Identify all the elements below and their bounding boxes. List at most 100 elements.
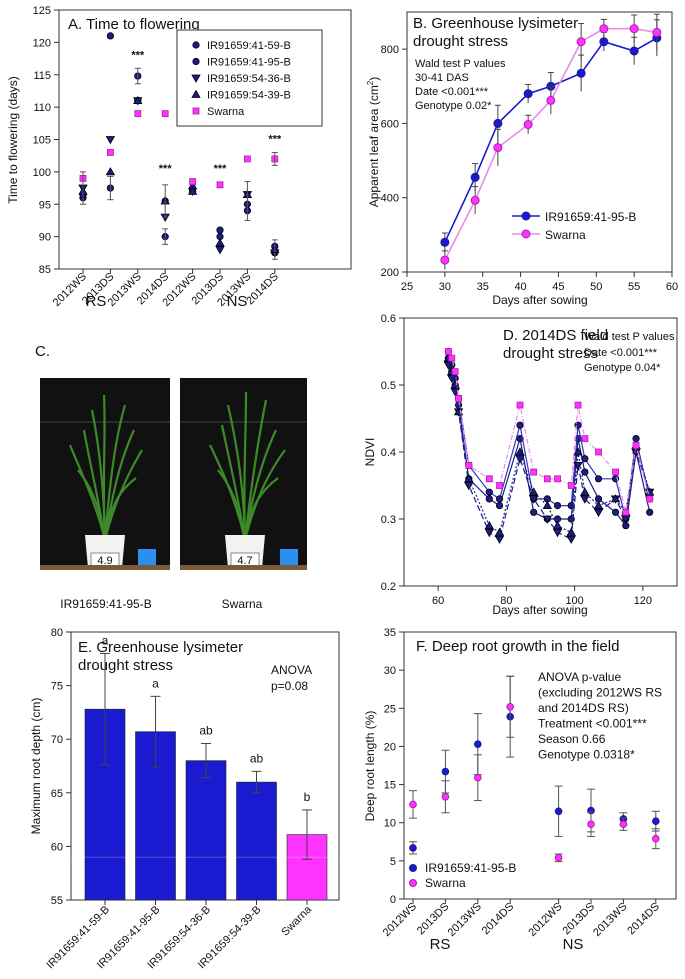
panel-f-ytick-label: 0: [390, 894, 396, 906]
panel-f-point-swarna: [409, 800, 417, 809]
panel-d-point: [567, 482, 575, 489]
panel-e-bar: [236, 781, 277, 901]
panel-f-legend-marker-ir: [409, 864, 417, 872]
panel-b-point-ir: [576, 68, 586, 78]
panel-f-point-ir: [441, 767, 450, 776]
panel-d-xtick-label: 60: [432, 595, 444, 607]
panel-a-point: [216, 181, 224, 189]
panel-b-point-ir: [523, 89, 533, 99]
panel-f-point-ir: [409, 844, 417, 852]
panel-d-point: [485, 475, 493, 483]
panel-d-point: [554, 475, 561, 483]
panel-e-bar: [185, 760, 227, 901]
panel-f-point-swarna: [619, 820, 628, 829]
panel-a-group-rs: RS: [86, 293, 107, 310]
color-marker-square: [280, 549, 298, 567]
panel-a-point: [161, 110, 169, 117]
panel-f-stats-line: ANOVA p-value: [538, 670, 621, 684]
panel-a-ytick-label: 110: [33, 102, 51, 114]
panel-b-point-swarna: [652, 27, 662, 37]
panel-a-point: [133, 95, 143, 105]
panel-b-point-ir: [493, 118, 503, 128]
panel-f-ytick-label: 5: [390, 856, 396, 868]
panel-d-point: [543, 475, 551, 483]
panel-f-legend-marker-swarna: [409, 879, 417, 887]
panel-d-xtick-label: 80: [500, 595, 512, 607]
panel-d-point: [494, 527, 505, 536]
panel-f-ylabel: Deep root length (%): [363, 711, 377, 822]
panel-b-title-line1: B. Greenhouse lysimeter: [413, 15, 578, 32]
panel-b-point-swarna: [546, 95, 556, 105]
panel-f-group-rs: RS: [430, 936, 451, 953]
panel-b-point-swarna: [629, 24, 639, 34]
panel-d-point: [495, 495, 504, 503]
panel-f-chart: F. Deep root growth in the field Deep ro…: [363, 627, 677, 953]
panel-a-legend-marker: [191, 89, 201, 98]
panel-a-point: [189, 178, 197, 185]
panel-f-point-swarna: [474, 773, 482, 782]
panel-b-xtick-label: 35: [477, 281, 489, 293]
panel-a-legend-label: IR91659:41-95-B: [207, 57, 291, 69]
panel-d-xtick-label: 100: [565, 595, 583, 607]
panel-f-xtick-label: 2012WS: [526, 901, 564, 939]
panel-a-legend-marker: [192, 57, 200, 66]
panel-a-ytick-label: 120: [33, 37, 51, 49]
panel-a-legend-label: Swarna: [207, 106, 245, 118]
panel-b-point-swarna: [599, 24, 609, 34]
panel-d-point: [495, 501, 504, 510]
panel-d-point: [580, 495, 590, 504]
panel-b-point-swarna: [440, 255, 450, 265]
panel-a-legend-label: IR91659:41-59-B: [207, 40, 291, 52]
panel-b-xtick-label: 30: [439, 281, 451, 293]
panel-f-stats-line: Genotype 0.0318*: [538, 748, 635, 762]
panel-d-point: [566, 535, 576, 544]
photo-bench: [40, 565, 170, 570]
panel-a-point: [215, 238, 225, 247]
panel-a-significance: ***: [131, 50, 145, 62]
photo-bench: [180, 565, 307, 570]
panel-d-point: [573, 447, 583, 456]
panel-b-xtick-label: 60: [666, 281, 678, 293]
panel-b-frame: [406, 11, 673, 273]
panel-e-ylabel: Maximum root depth (cm): [29, 698, 43, 835]
panel-a-significance: ***: [268, 134, 282, 146]
panel-a-group-ns: NS: [227, 293, 248, 310]
panel-d-point: [485, 495, 493, 503]
panel-e-significance-letter: b: [304, 790, 311, 804]
panel-b-stats-line: 30-41 DAS: [415, 72, 469, 84]
panel-f-xtick-label: 2012WS: [381, 901, 419, 939]
panel-a-legend-marker: [191, 74, 201, 83]
plant-photo-ir91659: 4.9: [40, 378, 170, 570]
panel-a-legend-label: IR91659:54-39-B: [207, 90, 291, 102]
panel-b-xtick-label: 55: [628, 281, 640, 293]
panel-f-xtick-label: 2013WS: [446, 901, 484, 939]
panel-a-significance: ***: [159, 163, 173, 175]
panel-a-legend-marker: [192, 107, 200, 115]
panel-d-stats-line: Date <0.001***: [584, 347, 658, 359]
panel-f-point-ir: [474, 740, 482, 748]
panel-d-ylabel: NDVI: [363, 438, 377, 467]
panel-d-ytick-label: 0.2: [381, 581, 396, 593]
panel-e-ytick-label: 75: [51, 681, 63, 693]
panel-e-significance-letter: a: [102, 633, 109, 647]
panel-f-ytick-label: 30: [384, 665, 396, 677]
panel-b-point-ir: [440, 237, 450, 247]
panel-a-legend-marker: [192, 41, 200, 49]
panel-d-ytick-label: 0.6: [381, 313, 396, 325]
panel-d-point: [451, 368, 459, 376]
panel-d-point: [574, 401, 582, 409]
panel-b-point-ir: [629, 46, 639, 56]
panel-a-ytick-label: 100: [33, 167, 51, 179]
panel-d-point: [516, 421, 524, 429]
panel-f-ytick-label: 20: [384, 741, 396, 753]
panel-b-point-ir: [470, 172, 480, 182]
panel-d-stats-line: Genotype 0.04*: [584, 362, 661, 374]
panel-d-ytick-label: 0.3: [381, 514, 396, 526]
panel-b-stats-line: Date <0.001***: [415, 86, 489, 98]
panel-d-ytick-label: 0.5: [381, 380, 396, 392]
panel-b-point-swarna: [493, 143, 503, 153]
panel-e-stats-line2: p=0.08: [271, 679, 308, 693]
panel-d-point: [485, 488, 493, 496]
panel-d-point: [515, 447, 525, 456]
panel-f-title: F. Deep root growth in the field: [416, 638, 619, 655]
